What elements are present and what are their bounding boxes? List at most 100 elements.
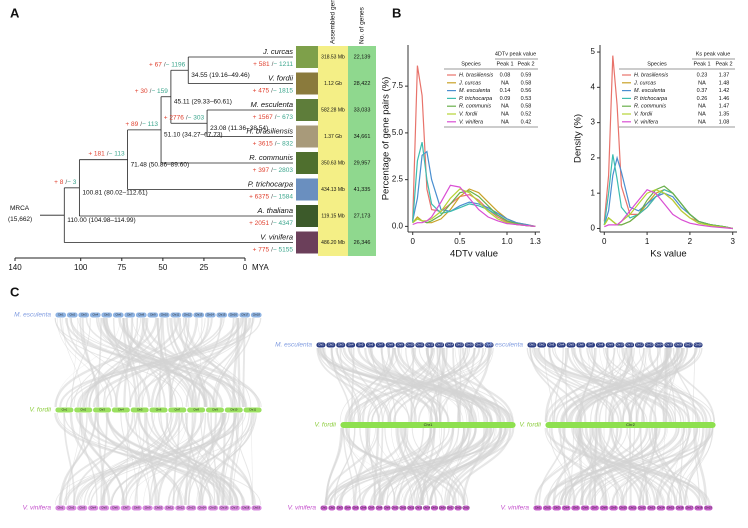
species-photo (296, 178, 318, 201)
chromosome-label: Chr8 (138, 313, 144, 317)
chromosome-label: Chr12 (407, 506, 415, 510)
chromosome (599, 505, 609, 511)
genome-size: 1.37 Gb (324, 134, 342, 140)
synteny-link (172, 412, 250, 506)
chromosome (385, 342, 395, 348)
peak-value: 1.08 (719, 119, 730, 125)
chromosome (561, 505, 571, 511)
synteny-link (73, 317, 142, 408)
chromosome-label: Chr16 (220, 506, 228, 510)
chromosome (207, 505, 219, 511)
chromosome-label: Chr12 (426, 343, 434, 347)
synteny-link (96, 317, 206, 408)
chromosome-label: Chr16 (439, 506, 447, 510)
legend-box (619, 49, 735, 127)
chromosome-label: Chr15 (667, 506, 675, 510)
chromosome (628, 505, 637, 511)
synteny-link (364, 347, 434, 423)
chromosome-label: Chr3 (549, 343, 555, 347)
text-part: + 581 (253, 61, 270, 68)
panel-label: C (10, 284, 20, 299)
x-tick-label: 0 (243, 263, 248, 272)
y-tick-label: 3 (591, 118, 596, 127)
chromosome (546, 342, 556, 348)
species-label: V. fordii (29, 407, 51, 414)
chromosome (98, 505, 110, 511)
chromosome-label: Chr7 (369, 506, 375, 510)
synteny-link (589, 347, 626, 423)
chromosome-label: Chr7 (175, 408, 181, 412)
synteny-link (197, 317, 241, 408)
synteny-link (120, 412, 151, 506)
gene-count: 29,957 (354, 160, 371, 166)
chromosome (644, 342, 654, 348)
gene-gain-loss: + 8/− 3 (54, 179, 77, 186)
separator: / (150, 87, 152, 94)
chromosome-label: Chr11 (416, 343, 423, 347)
text-part: − 1211 (273, 61, 293, 68)
synteny-link (434, 347, 494, 423)
chromosome (618, 505, 628, 511)
species-photo (296, 125, 318, 148)
chromosome (693, 342, 703, 348)
legend-label: J. curcas (458, 80, 481, 86)
gene-gain-loss: + 397/− 2803 (253, 167, 294, 174)
gene-gain-loss: + 775/− 5155 (253, 246, 294, 253)
synteny-link (113, 317, 132, 408)
synteny-link (201, 412, 256, 506)
synteny-link (567, 347, 689, 423)
gene-gain-loss: + 67/− 1196 (149, 61, 186, 68)
synteny-link (183, 412, 225, 506)
chromosome-label: Chr14 (657, 506, 665, 510)
chromosome (675, 505, 685, 511)
chromosome-label: Chr1 (529, 343, 535, 347)
chromosome (78, 312, 90, 318)
chromosome (533, 505, 543, 511)
species-label: V. vinifera (288, 505, 317, 512)
gene-count: 34,661 (354, 134, 371, 140)
legend-label: P. trichocarpa (459, 96, 492, 102)
peak-value: 0.59 (521, 72, 532, 78)
chromosome-label: Chr7 (588, 343, 594, 347)
y-tick-label: 5 (591, 47, 596, 56)
chromosome-label: Chr4 (348, 343, 354, 347)
chromosome (694, 505, 704, 511)
chromosome (243, 407, 262, 413)
chromosome (216, 312, 228, 318)
synteny-link (411, 347, 469, 423)
chromosome (375, 342, 385, 348)
chromosome (111, 407, 130, 413)
chromosome-label: Chr18 (242, 506, 250, 510)
chromosome-label: Chr4 (345, 506, 351, 510)
chromosome-label: Chr15 (431, 506, 439, 510)
chromosome (545, 422, 716, 428)
peak-value: NA (698, 104, 706, 110)
chromosome (375, 505, 383, 511)
gene-gain-loss: + 181/− 113 (88, 150, 125, 157)
synteny-link (412, 347, 493, 423)
root-count: (15,662) (8, 216, 32, 223)
chromosome (316, 342, 326, 348)
synteny-link (598, 427, 650, 506)
synteny-link (84, 317, 187, 408)
gene-count: 22,139 (354, 54, 371, 60)
chromosome-label: Chr7 (377, 343, 383, 347)
y-tick-label: 0.0 (392, 221, 404, 230)
chromosome-label: Chr10 (155, 506, 163, 510)
chromosome (101, 312, 113, 318)
species-photo (296, 205, 318, 227)
text-part: − 159 (151, 87, 168, 94)
chromosome (425, 342, 435, 348)
chromosome (193, 312, 205, 318)
chromosome (149, 407, 168, 413)
synteny-link (644, 347, 670, 423)
chromosome (664, 342, 674, 348)
legend-box (444, 49, 538, 127)
species-photo (296, 46, 318, 68)
species-name: V. vinifera (260, 232, 293, 241)
chromosome-label: Chr14 (423, 506, 431, 510)
chromosome (609, 505, 618, 511)
chromosome-label: Chr2 (626, 422, 635, 427)
chromosome-label: Chr14 (207, 313, 215, 317)
chromosome-label: Chr8 (601, 506, 607, 510)
